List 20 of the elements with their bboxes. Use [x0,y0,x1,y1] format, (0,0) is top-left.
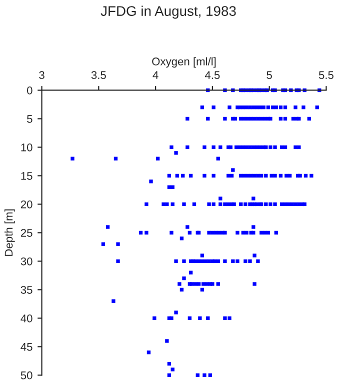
y-tick-label: 5 [27,115,32,123]
y-tick-label: 30 [20,257,32,266]
y-tick-label: 25 [20,228,32,237]
y-tick-label: 45 [20,343,32,351]
y-axis-title: Depth [m] [4,209,15,256]
y-tick-label: 15 [21,172,32,180]
x-tick-label: 5.5 [318,71,334,80]
x-tick-label: 3 [39,71,44,80]
x-tick-label: 3.5 [91,71,106,80]
y-tick-label: 50 [20,371,32,380]
y-tick-label: 20 [20,200,32,208]
x-tick-label: 4 [152,71,158,79]
y-tick-label: 10 [21,143,32,152]
y-tick-label: 0 [27,86,32,94]
chart-title: JFDG in August, 1983 [100,6,236,19]
x-tick-label: 5 [266,71,272,80]
x-axis-title: Oxygen [ml/l] [152,57,216,68]
y-tick-label: 35 [20,286,32,294]
x-tick-label: 4.5 [204,71,220,80]
y-tick-label: 40 [20,314,32,322]
